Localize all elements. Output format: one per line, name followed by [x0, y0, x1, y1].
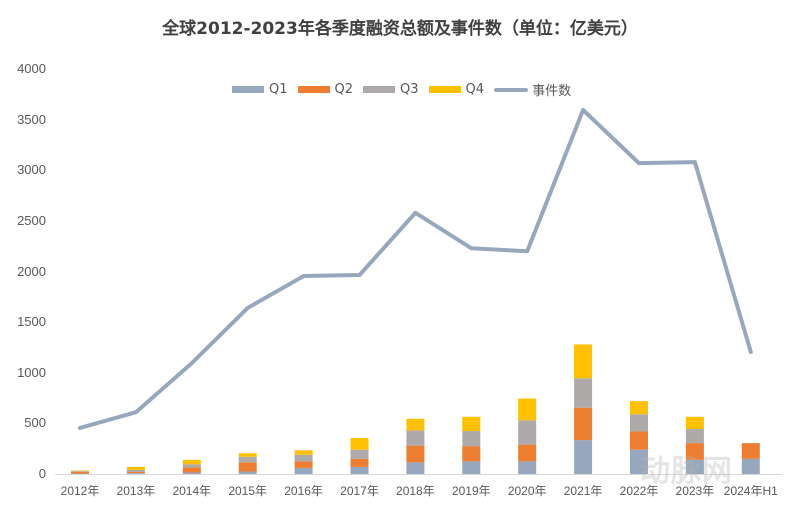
legend-swatch-q4: [428, 86, 461, 93]
legend-swatch-q2: [297, 86, 330, 93]
bar-segment-q1: [238, 471, 257, 474]
bar-segment-q3: [182, 464, 201, 468]
y-tick-label: 4000: [17, 61, 46, 76]
bar-segment-q2: [574, 407, 593, 441]
legend-item-q4: Q4: [428, 82, 485, 97]
bar-segment-q2: [182, 467, 201, 473]
bar-segment-q4: [294, 450, 313, 455]
bar-segment-q1: [350, 466, 369, 474]
y-tick-label: 2500: [17, 212, 46, 228]
bar-segment-q3: [71, 471, 89, 472]
bar-segment-q1: [462, 461, 481, 474]
legend-swatch-q1: [232, 86, 264, 93]
y-tick-label: 0: [38, 466, 46, 481]
y-tick-label: 1000: [17, 364, 46, 380]
x-tick-label: 2023年: [675, 484, 715, 498]
legend-label-q4: Q4: [465, 82, 485, 97]
x-tick-label: 2016年: [284, 484, 323, 498]
bar-segment-q3: [462, 430, 481, 447]
bar-segment-q4: [462, 416, 481, 431]
x-tick-label: 2015年: [228, 484, 268, 498]
bar-segment-q1: [126, 473, 145, 474]
x-tick-label: 2017年: [340, 484, 379, 498]
legend-swatch-events: [494, 87, 529, 92]
bar-segment-q4: [630, 401, 648, 415]
bar-segment-q3: [685, 428, 704, 444]
x-tick-label: 2021年: [563, 484, 603, 498]
bar-segment-q1: [741, 458, 760, 474]
legend-item-q2: Q2: [297, 82, 354, 97]
legend-label-q2: Q2: [334, 82, 354, 97]
bar-segment-q2: [462, 446, 481, 462]
legend-item-events: 事件数: [494, 80, 571, 99]
bar-segment-q3: [406, 430, 425, 446]
x-tick-label: 2012年: [60, 484, 100, 498]
bar-segment-q2: [630, 431, 648, 450]
x-tick-label: 2014年: [172, 484, 212, 498]
legend-label-q1: Q1: [269, 82, 288, 97]
bar-segment-q1: [518, 461, 537, 474]
y-tick-label: 1500: [17, 314, 46, 330]
legend-item-q1: Q1: [232, 82, 288, 97]
legend-item-q3: Q3: [363, 82, 419, 97]
bar-segment-q4: [406, 418, 425, 431]
bar-segment-q3: [238, 456, 257, 463]
bar-segment-q4: [71, 470, 89, 472]
bar-segment-q2: [294, 461, 313, 468]
bar-segment-q1: [685, 459, 704, 474]
bar-segment-q2: [350, 458, 369, 467]
events-line: [78, 108, 753, 430]
bar-segment-q2: [518, 444, 537, 462]
bar-segment-q2: [238, 462, 257, 472]
bar-segment-q1: [182, 472, 201, 474]
bar-segment-q1: [294, 467, 313, 474]
x-tick-label: 2019年: [451, 484, 491, 498]
bar-segment-q2: [685, 443, 704, 460]
bar-segment-q3: [350, 449, 369, 459]
bar-segment-q3: [574, 378, 593, 408]
y-tick-label: 500: [24, 415, 46, 431]
bar-segment-q3: [518, 420, 537, 445]
bar-segment-q2: [741, 443, 760, 459]
legend-label-q3: Q3: [400, 82, 419, 97]
bar-segment-q3: [126, 469, 145, 472]
bar-segment-q1: [630, 449, 648, 474]
bar-segment-q1: [406, 462, 425, 474]
x-tick-label: 2018年: [396, 484, 435, 498]
bar-segment-q1: [574, 440, 593, 474]
x-tick-label: 2022年: [619, 484, 659, 498]
bar-segment-q4: [238, 453, 257, 457]
y-tick-label: 2000: [17, 263, 46, 279]
legend-label-events: 事件数: [532, 84, 572, 99]
bar-segment-q4: [182, 459, 201, 465]
bar-segment-q3: [630, 414, 648, 432]
x-tick-label: 2024年H1: [723, 484, 778, 498]
x-tick-label: 2013年: [116, 484, 156, 498]
chart-title: 全球2012-2023年各季度融资总额及事件数（单位：亿美元）: [162, 19, 638, 39]
bar-segment-q1: [71, 473, 89, 474]
bar-segment-q2: [71, 471, 89, 474]
x-tick-label: 2020年: [507, 484, 547, 498]
bar-segment-q3: [294, 454, 313, 462]
watermark: 动脉网: [640, 454, 733, 489]
bar-segment-q4: [350, 438, 369, 450]
bar-segment-q4: [518, 398, 537, 421]
bar-segment-q4: [685, 416, 704, 429]
bar-segment-q4: [126, 466, 145, 470]
bar-segment-q2: [406, 445, 425, 463]
bar-segment-q4: [574, 344, 593, 379]
legend-swatch-q3: [363, 86, 396, 93]
y-tick-label: 3000: [17, 162, 46, 178]
chart-legend: Q1 Q2 Q3 Q4 事件数: [232, 80, 581, 99]
y-tick-label: 3500: [17, 111, 46, 127]
bar-segment-q2: [126, 471, 145, 474]
